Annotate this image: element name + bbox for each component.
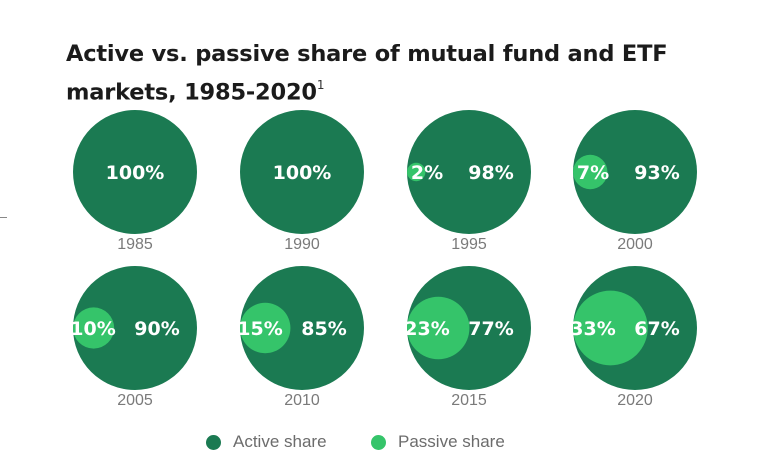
year-label-1990: 1990	[284, 236, 320, 253]
panel-2005: 10% 90% 2005	[70, 266, 197, 409]
legend-swatch-active	[206, 434, 221, 450]
active-circle-2000	[573, 110, 697, 234]
passive-label-2005: 10%	[70, 318, 115, 340]
panel-1990: 100% 1990	[240, 110, 364, 253]
year-label-2000: 2000	[617, 236, 653, 253]
panel-2020: 33% 67% 2020	[570, 266, 697, 409]
passive-circle-2015	[407, 296, 470, 360]
active-label-2000: 93%	[634, 162, 679, 184]
active-label-2005: 90%	[134, 318, 179, 340]
chart-title: Active vs. passive share of mutual fund …	[66, 38, 706, 110]
chart-title-text: Active vs. passive share of mutual fund …	[66, 41, 668, 106]
legend-swatch-passive	[371, 434, 386, 450]
year-label-2020: 2020	[617, 392, 653, 409]
legend-label-active: Active share	[233, 432, 327, 451]
passive-label-2015: 23%	[404, 318, 449, 340]
legend-item-passive: Passive share	[371, 430, 505, 454]
year-label-1985: 1985	[117, 236, 153, 253]
active-circle-1985	[73, 110, 197, 234]
active-circle-2005	[73, 266, 197, 390]
active-label-1995: 98%	[468, 162, 513, 184]
passive-circle-2000	[573, 154, 608, 190]
passive-circle-2010	[240, 302, 291, 354]
active-label-1990: 100%	[273, 162, 332, 184]
year-label-1995: 1995	[451, 236, 487, 253]
passive-circle-1995	[407, 162, 426, 182]
passive-label-2020: 33%	[570, 318, 615, 340]
panel-1995: 2% 98% 1995	[407, 110, 531, 253]
panel-2015: 23% 77% 2015	[404, 266, 531, 409]
left-edge-tick	[0, 217, 7, 218]
legend-item-active: Active share	[206, 430, 327, 454]
passive-circle-2020	[573, 290, 648, 366]
active-label-2010: 85%	[301, 318, 346, 340]
passive-label-2010: 15%	[237, 318, 282, 340]
year-label-2005: 2005	[117, 392, 153, 409]
panel-1985: 100% 1985	[73, 110, 197, 253]
active-label-2015: 77%	[468, 318, 513, 340]
active-label-1985: 100%	[106, 162, 165, 184]
active-circle-1995	[407, 110, 531, 234]
legend: Active share Passive share	[0, 430, 765, 454]
legend-label-passive: Passive share	[398, 432, 505, 451]
passive-circle-2005	[73, 307, 115, 349]
active-label-2020: 67%	[634, 318, 679, 340]
panel-2010: 15% 85% 2010	[237, 266, 364, 409]
year-label-2015: 2015	[451, 392, 487, 409]
year-label-2010: 2010	[284, 392, 320, 409]
title-footnote: 1	[316, 78, 325, 92]
passive-label-2000: 7%	[577, 162, 609, 184]
panel-2000: 7% 93% 2000	[573, 110, 697, 253]
active-circle-1990	[240, 110, 364, 234]
passive-label-1995: 2%	[411, 162, 443, 184]
active-circle-2010	[240, 266, 364, 390]
